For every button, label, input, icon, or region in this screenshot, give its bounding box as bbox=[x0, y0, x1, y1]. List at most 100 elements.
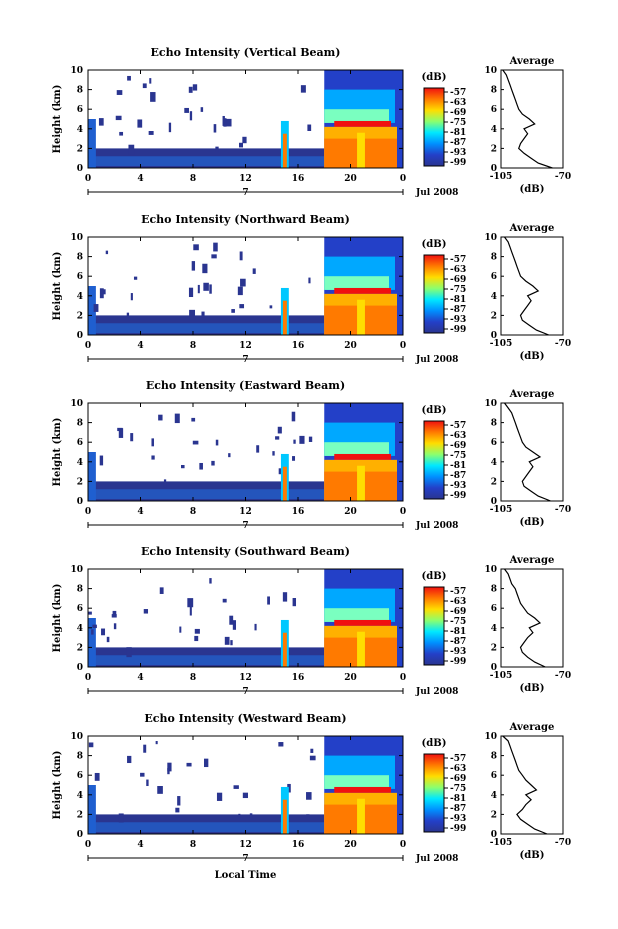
profile-xlabel: (dB) bbox=[520, 351, 545, 362]
ytick-label: 8 bbox=[77, 86, 83, 96]
profile-title: Average bbox=[509, 56, 555, 67]
profile-xlabel: (dB) bbox=[520, 184, 545, 195]
rain-edge bbox=[397, 458, 403, 501]
echo-speckle bbox=[310, 756, 316, 761]
echo-speckle bbox=[194, 636, 198, 641]
echo-speckle bbox=[100, 456, 103, 466]
echo-speckle bbox=[216, 440, 218, 446]
echo-speckle bbox=[184, 108, 189, 113]
xtick-label: 12 bbox=[239, 507, 252, 517]
ytick-label: 10 bbox=[70, 565, 83, 575]
rain-gap bbox=[357, 300, 365, 335]
profile-ytick-label: 4 bbox=[491, 292, 497, 302]
profile-ytick-label: 8 bbox=[491, 86, 497, 96]
colorbar-tick-label: -99 bbox=[450, 657, 466, 667]
bright-band bbox=[334, 620, 391, 626]
ytick-label: 8 bbox=[77, 585, 83, 595]
colorbar-tick-label: -93 bbox=[450, 148, 466, 158]
echo-speckle bbox=[307, 125, 311, 131]
echo-speckle bbox=[256, 445, 259, 452]
colorbar-tick-label: -99 bbox=[450, 158, 466, 168]
bright-band bbox=[334, 454, 391, 460]
radar-figure: Echo Intensity (Vertical Beam)0246810Hei… bbox=[0, 0, 618, 929]
echo-speckle bbox=[151, 455, 154, 459]
ytick-label: 4 bbox=[77, 125, 83, 135]
profile-ytick-label: 4 bbox=[491, 125, 497, 135]
echo-speckle bbox=[217, 793, 222, 801]
panel-title: Echo Intensity (Eastward Beam) bbox=[146, 379, 345, 392]
colorbar-tick-label: -57 bbox=[450, 255, 466, 265]
profile-xlabel: (dB) bbox=[520, 517, 545, 528]
convective-core bbox=[283, 134, 287, 168]
echo-speckle bbox=[101, 629, 105, 636]
profile-line bbox=[503, 736, 547, 834]
profile-xtick-label: -105 bbox=[490, 505, 513, 515]
heatmap bbox=[88, 569, 403, 667]
echo-speckle bbox=[149, 78, 151, 84]
ytick-label: 4 bbox=[77, 624, 83, 634]
xtick-label: 20 bbox=[344, 341, 357, 351]
profile-frame bbox=[501, 569, 563, 667]
profile-ytick-label: 6 bbox=[491, 105, 497, 115]
profile-xtick-label: -70 bbox=[555, 505, 571, 515]
panel-title: Echo Intensity (Southward Beam) bbox=[141, 545, 350, 558]
echo-speckle bbox=[250, 813, 253, 818]
echo-speckle bbox=[100, 288, 104, 298]
xtick-label: 12 bbox=[239, 840, 252, 850]
echo-speckle bbox=[240, 279, 246, 287]
colorbar-tick-label: -87 bbox=[450, 305, 466, 315]
echo-speckle bbox=[306, 814, 309, 819]
ytick-label: 2 bbox=[77, 810, 83, 820]
xtick-label: 0 bbox=[85, 174, 91, 184]
xtick-label: 4 bbox=[137, 840, 143, 850]
echo-speckle bbox=[211, 254, 216, 258]
echo-speckle bbox=[309, 437, 312, 442]
xtick-label: 20 bbox=[344, 673, 357, 683]
echo-speckle bbox=[301, 85, 306, 92]
bright-band bbox=[334, 288, 391, 294]
colorbar-tick-label: -75 bbox=[450, 784, 466, 794]
xtick-label: 12 bbox=[239, 341, 252, 351]
echo-speckle bbox=[211, 461, 214, 466]
profile-xtick-label: -105 bbox=[490, 671, 513, 681]
echo-speckle bbox=[156, 741, 158, 744]
echo-speckle bbox=[158, 415, 162, 421]
echo-speckle bbox=[175, 808, 179, 813]
profile-ytick-label: 6 bbox=[491, 771, 497, 781]
colorbar-tick-label: -63 bbox=[450, 764, 466, 774]
echo-speckle bbox=[272, 451, 274, 455]
echo-speckle bbox=[117, 90, 123, 95]
ytick-label: 4 bbox=[77, 458, 83, 468]
colorbar-unit: (dB) bbox=[422, 405, 447, 416]
rain-edge bbox=[397, 791, 403, 834]
echo-speckle bbox=[116, 116, 122, 120]
echo-speckle bbox=[92, 625, 96, 628]
ytick-label: 6 bbox=[77, 105, 83, 115]
echo-speckle bbox=[203, 283, 209, 291]
echo-speckle bbox=[231, 309, 235, 313]
colorbar-tick-label: -57 bbox=[450, 88, 466, 98]
rain-gap bbox=[357, 799, 365, 834]
ytick-label: 0 bbox=[77, 164, 83, 174]
ytick-label: 8 bbox=[77, 253, 83, 263]
colorbar-tick-label: -93 bbox=[450, 814, 466, 824]
xtick-label: 16 bbox=[292, 507, 305, 517]
rain-mid-green bbox=[324, 775, 389, 789]
colorbar-tick-label: -93 bbox=[450, 315, 466, 325]
echo-speckle bbox=[127, 756, 131, 763]
xtick-label: 12 bbox=[239, 174, 252, 184]
date-label: Jul 2008 bbox=[415, 687, 458, 697]
rain-edge bbox=[397, 292, 403, 335]
echo-speckle bbox=[275, 436, 279, 439]
echo-speckle bbox=[95, 773, 100, 781]
echo-speckle bbox=[230, 640, 232, 645]
xtick-label: 0 bbox=[400, 840, 406, 850]
rain-mid-green bbox=[324, 608, 389, 622]
colorbar-tick-label: -69 bbox=[450, 774, 466, 784]
early-echo bbox=[88, 452, 96, 501]
colorbar-tick-label: -75 bbox=[450, 118, 466, 128]
rain-edge bbox=[397, 624, 403, 667]
day-label: 7 bbox=[242, 355, 248, 365]
bright-band bbox=[334, 121, 391, 127]
xtick-label: 8 bbox=[190, 341, 196, 351]
